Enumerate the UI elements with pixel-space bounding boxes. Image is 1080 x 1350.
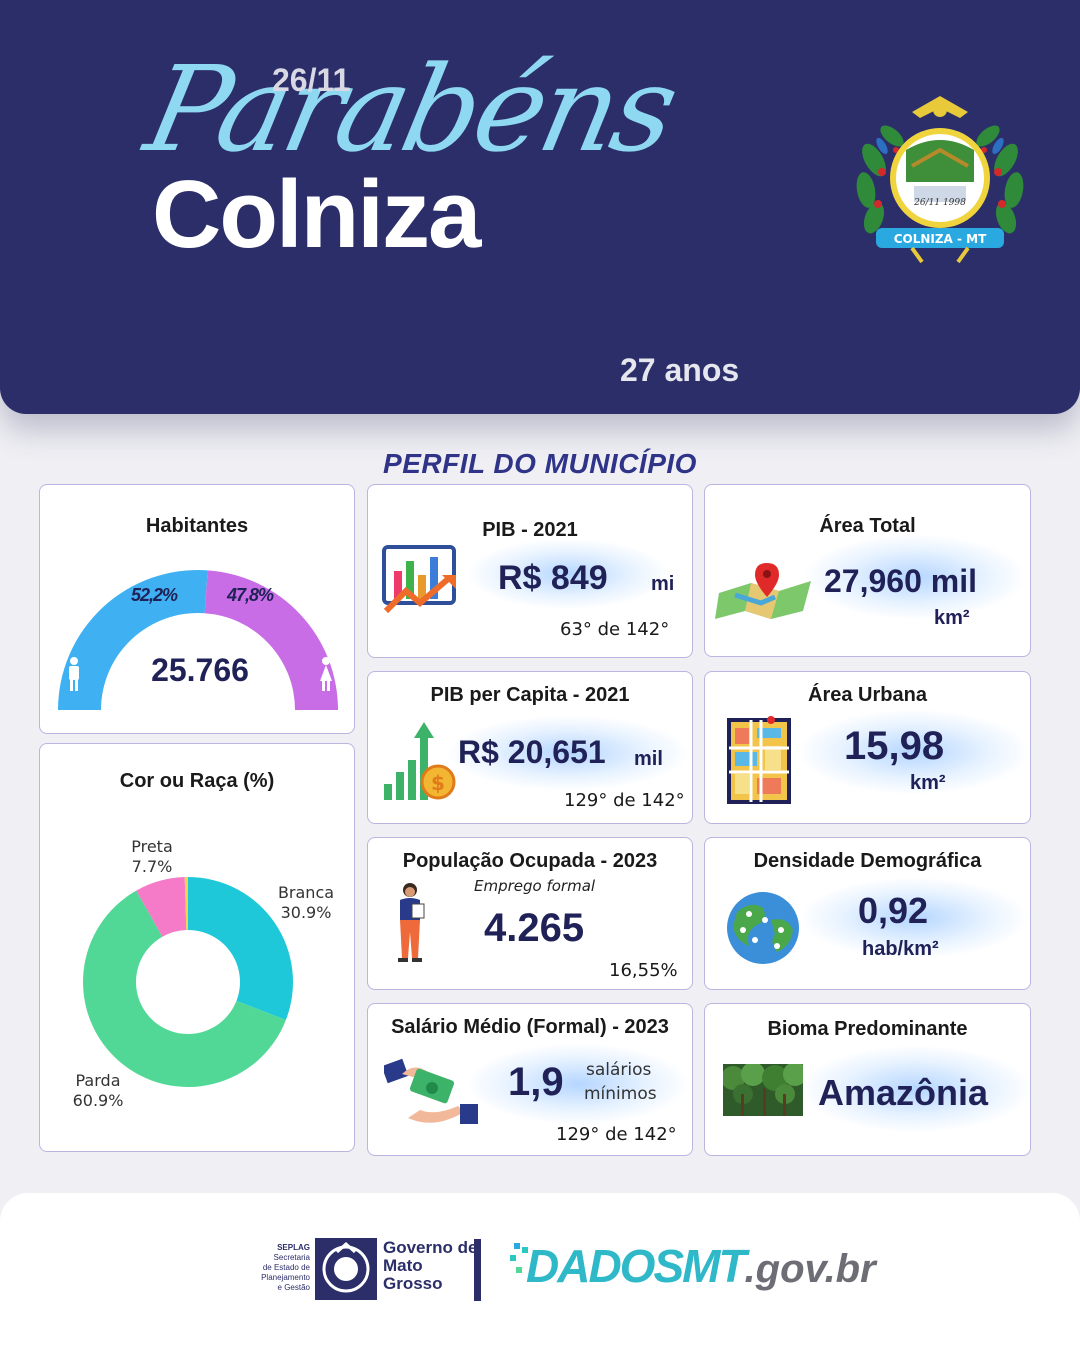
card-title: PIB - 2021 [482, 519, 578, 541]
years-label: 27 anos [620, 352, 740, 388]
pib-capita-rank: 129° de 142° [564, 790, 685, 811]
anniversary-date: 26/11 [272, 62, 351, 98]
card-bioma: Bioma Predominante Amazônia [704, 1003, 1031, 1156]
card-title: Cor ou Raça (%) [119, 770, 275, 792]
card-area-urbana: Área Urbana 15,98 km² [704, 671, 1031, 824]
worker-person-icon [398, 883, 425, 962]
area-urbana-unit: km² [910, 772, 946, 794]
greeting-script: Parabéns [135, 40, 686, 178]
population-total: 25.766 [151, 652, 249, 688]
male-percentage: 52,2% [131, 585, 178, 605]
donut-slice-parda [82, 890, 286, 1087]
card-title: Bioma Predominante [767, 1018, 968, 1040]
value-glow [799, 710, 1029, 794]
map-pin-icon [715, 563, 811, 619]
svg-text:$: $ [431, 771, 445, 795]
card-title: Área Urbana [808, 684, 927, 706]
mato-grosso-seal-icon [315, 1238, 377, 1300]
city-map-icon [727, 716, 791, 804]
svg-text:26/11 1998: 26/11 1998 [913, 198, 966, 208]
area-urbana-value: 15,98 [844, 724, 945, 768]
value-glow [468, 539, 668, 609]
salario-rank: 129° de 142° [556, 1124, 677, 1145]
populacao-value: 4.265 [484, 906, 585, 950]
card-habitantes: Habitantes 52,2% 47,8% 25.766 [39, 484, 355, 734]
label-preta-value: 7.7% [132, 857, 173, 876]
salario-unit-line1: salários [586, 1060, 652, 1080]
card-densidade-demografica: Densidade Demográfica 0,92 hab/km² [704, 837, 1031, 990]
card-title: Densidade Demográfica [753, 850, 982, 872]
card-title: Área Total [819, 515, 916, 537]
card-area-total: Área Total 27,960 mil km² [704, 484, 1031, 657]
female-percentage: 47,8% [226, 585, 274, 605]
gauge-male-segment [58, 570, 208, 710]
value-glow [468, 1044, 688, 1124]
salario-value: 1,9 [508, 1060, 564, 1104]
growth-coin-icon: $ [384, 722, 456, 800]
donut-slice-outra [184, 877, 188, 931]
card-pib-per-capita: PIB per Capita - 2021 $ R$ 20,651 mil 12… [367, 671, 693, 824]
donut-slice-branca [188, 877, 293, 1021]
salario-unit-line2: mínimos [584, 1084, 657, 1104]
money-hand-icon [384, 1058, 478, 1124]
city-name: Colniza [152, 161, 481, 268]
dados-mt-logo: DADOSMT.gov.br [526, 1240, 876, 1292]
male-icon [69, 657, 79, 691]
pib-value: R$ 849 [498, 559, 608, 597]
bioma-value: Amazônia [818, 1072, 989, 1113]
densidade-unit: hab/km² [862, 938, 939, 960]
value-glow [801, 1046, 1031, 1132]
label-preta-name: Preta [131, 837, 173, 856]
bar-chart-growth-icon [382, 545, 456, 614]
female-icon [320, 657, 332, 691]
area-total-value: 27,960 mil [824, 563, 977, 599]
value-glow [801, 878, 1027, 958]
donut-slice-preta [136, 877, 187, 937]
forest-image-icon [723, 1064, 803, 1116]
label-branca-value: 30.9% [281, 903, 332, 922]
card-salario-medio: Salário Médio (Formal) - 2023 1,9 salári… [367, 1003, 693, 1156]
race-donut-chart: Preta 7.7% Branca 30.9% Parda 60.9% [73, 837, 334, 1110]
label-branca-name: Branca [278, 883, 334, 902]
globe-people-icon [727, 892, 799, 964]
dados-mt-pixel-icon [510, 1243, 528, 1273]
pib-capita-value: R$ 20,651 [458, 734, 606, 770]
seplag-text: SEPLAG Secretaria de Estado de Planejame… [261, 1243, 310, 1292]
area-total-unit: km² [934, 607, 970, 629]
population-gauge: 52,2% 47,8% 25.766 [58, 570, 338, 710]
card-title: Salário Médio (Formal) - 2023 [391, 1016, 669, 1038]
pib-unit: mi [651, 573, 675, 595]
footer: SEPLAG Secretaria de Estado de Planejame… [0, 1193, 1080, 1350]
card-pib: PIB - 2021 R$ 849 mi 63° de 142° [367, 484, 693, 658]
card-cor-raca: Cor ou Raça (%) Preta 7.7% Branca 30.9% … [39, 743, 355, 1152]
label-parda-name: Parda [76, 1071, 121, 1090]
pib-capita-unit: mil [634, 748, 663, 770]
label-parda-value: 60.9% [73, 1091, 124, 1110]
pib-rank: 63° de 142° [560, 619, 670, 640]
svg-text:COLNIZA - MT: COLNIZA - MT [894, 232, 987, 246]
value-glow [448, 716, 688, 790]
governo-mato-grosso-text: Governo de Mato Grosso [383, 1238, 478, 1293]
card-title: População Ocupada - 2023 [402, 850, 658, 872]
populacao-subtitle: Emprego formal [474, 877, 596, 895]
densidade-value: 0,92 [858, 890, 929, 931]
card-title: Habitantes [145, 515, 249, 537]
gauge-female-segment [204, 570, 338, 710]
populacao-percent: 16,55% [609, 960, 678, 981]
value-glow [805, 535, 1025, 619]
header-banner: Parabéns 26/11 Colniza 27 anos [0, 0, 1080, 414]
section-title: PERFIL DO MUNICÍPIO [383, 448, 697, 479]
footer-divider [474, 1239, 481, 1301]
municipal-coat-of-arms-icon: 26/11 1998 COLNIZA - MT [856, 96, 1024, 264]
card-populacao-ocupada: População Ocupada - 2023 Emprego formal … [367, 837, 693, 990]
card-title: PIB per Capita - 2021 [430, 684, 630, 706]
